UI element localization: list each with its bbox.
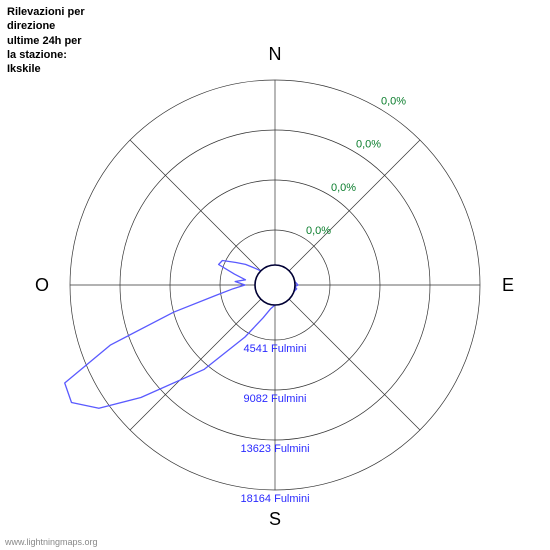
ring-value-label: 9082 Fulmini <box>244 393 307 405</box>
ring-pct-label: 0,0% <box>306 225 331 237</box>
ring-pct-label: 0,0% <box>356 139 381 151</box>
footer-attribution: www.lightningmaps.org <box>5 537 98 547</box>
polar-chart: 0,0% 4541 Fulmini 0,0% 9082 Fulmini 0,0% 1362… <box>0 0 550 550</box>
cardinal-label-s: S <box>269 509 281 529</box>
ring-value-label: 18164 Fulmini <box>240 493 309 505</box>
center-circle <box>255 265 295 305</box>
cardinal-label-n: N <box>269 44 282 64</box>
ring-pct-label: 0,0% <box>331 182 356 194</box>
grid-spoke <box>130 299 261 430</box>
ring-pct-label: 0,0% <box>381 95 406 107</box>
cardinal-label-w: O <box>35 275 49 295</box>
cardinal-label-e: E <box>502 275 514 295</box>
grid-spoke <box>289 299 420 430</box>
ring-value-label: 4541 Fulmini <box>244 343 307 355</box>
grid-spoke <box>289 140 420 271</box>
grid-spoke <box>130 140 261 271</box>
ring-value-label: 13623 Fulmini <box>240 443 309 455</box>
